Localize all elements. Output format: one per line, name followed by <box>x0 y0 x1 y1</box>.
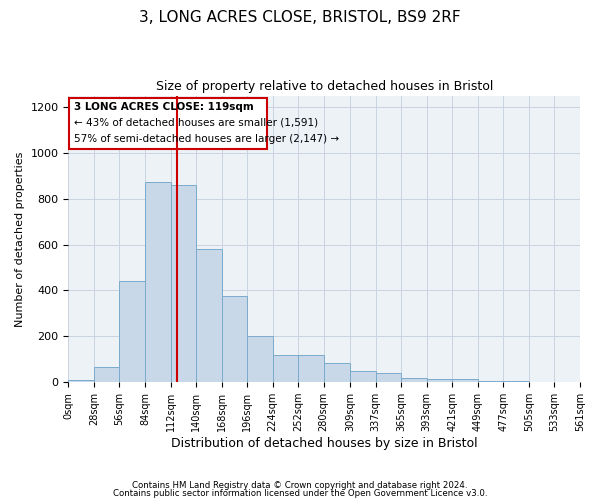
Bar <box>452 379 478 382</box>
Bar <box>170 185 196 382</box>
Bar <box>196 249 221 382</box>
Text: Contains public sector information licensed under the Open Government Licence v3: Contains public sector information licen… <box>113 488 487 498</box>
X-axis label: Distribution of detached houses by size in Bristol: Distribution of detached houses by size … <box>171 437 478 450</box>
Bar <box>298 354 324 382</box>
Bar <box>503 381 529 382</box>
Bar <box>119 282 145 382</box>
Bar <box>324 362 350 382</box>
Bar <box>94 368 119 382</box>
Bar <box>427 379 452 382</box>
Bar <box>478 381 503 382</box>
FancyBboxPatch shape <box>70 98 267 150</box>
Bar <box>272 354 298 382</box>
Text: 57% of semi-detached houses are larger (2,147) →: 57% of semi-detached houses are larger (… <box>74 134 339 144</box>
Bar <box>68 380 94 382</box>
Bar <box>247 336 272 382</box>
Y-axis label: Number of detached properties: Number of detached properties <box>15 151 25 326</box>
Bar <box>221 296 247 382</box>
Text: 3 LONG ACRES CLOSE: 119sqm: 3 LONG ACRES CLOSE: 119sqm <box>74 102 254 112</box>
Bar <box>401 378 427 382</box>
Text: ← 43% of detached houses are smaller (1,591): ← 43% of detached houses are smaller (1,… <box>74 118 318 128</box>
Title: Size of property relative to detached houses in Bristol: Size of property relative to detached ho… <box>155 80 493 93</box>
Bar <box>350 371 376 382</box>
Text: Contains HM Land Registry data © Crown copyright and database right 2024.: Contains HM Land Registry data © Crown c… <box>132 481 468 490</box>
Bar <box>376 373 401 382</box>
Bar <box>145 182 170 382</box>
Text: 3, LONG ACRES CLOSE, BRISTOL, BS9 2RF: 3, LONG ACRES CLOSE, BRISTOL, BS9 2RF <box>139 10 461 25</box>
